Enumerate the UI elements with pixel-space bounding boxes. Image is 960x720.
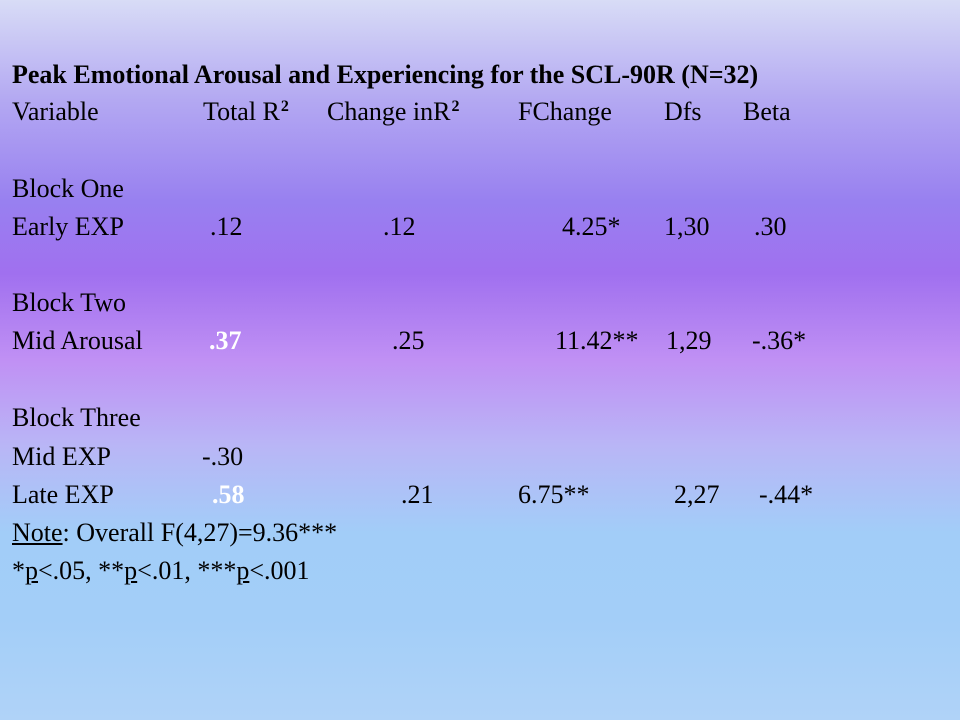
- header-total-r2: Total R2: [203, 97, 289, 131]
- row-early-exp-beta: .30: [754, 212, 787, 241]
- row-late-exp-dfs: 2,27: [674, 480, 720, 509]
- row-early-exp-variable: Early EXP: [12, 212, 124, 241]
- header-dfs: Dfs: [664, 97, 702, 126]
- row-early-exp-dfs: 1,30: [664, 212, 710, 241]
- overall-note: Note: Overall F(4,27)=9.36***: [12, 518, 337, 548]
- note-text: : Overall F(4,27)=9.36***: [62, 518, 338, 547]
- header-beta: Beta: [743, 97, 791, 126]
- header-change-sup: 2: [451, 98, 460, 115]
- header-total-r-sup: 2: [280, 98, 289, 115]
- sig-p-1: p: [25, 556, 38, 585]
- header-variable: Variable: [12, 97, 99, 126]
- row-early-exp-fchange: 4.25*: [562, 212, 621, 241]
- row-mid-arousal-total-r2: .37: [209, 326, 242, 355]
- row-mid-arousal-variable: Mid Arousal: [12, 326, 143, 355]
- note-label: Note: [12, 518, 63, 547]
- row-mid-exp-variable: Mid EXP: [12, 442, 111, 471]
- sig-text-3: <.001: [249, 556, 310, 585]
- significance-legend: *p<.05, **p<.01, ***p<.001: [12, 556, 310, 586]
- row-late-exp-variable: Late EXP: [12, 480, 114, 509]
- row-late-exp-total-r2: .58: [212, 480, 245, 509]
- block-one-label: Block One: [12, 174, 124, 203]
- row-early-exp-change-r2: .12: [383, 212, 416, 241]
- sig-star-1: *: [12, 556, 25, 585]
- header-total-r-text: Total R: [203, 97, 280, 126]
- row-mid-arousal-change-r2: .25: [392, 326, 425, 355]
- header-fchange: FChange: [518, 97, 612, 126]
- row-early-exp-total-r2: .12: [210, 212, 243, 241]
- row-mid-exp-total-r2: -.30: [202, 442, 244, 471]
- sig-text-2: <.01, ***: [137, 556, 237, 585]
- row-mid-arousal-fchange: 11.42**: [555, 326, 639, 355]
- sig-p-2: p: [124, 556, 138, 585]
- row-late-exp-fchange: 6.75**: [518, 480, 590, 509]
- header-change-text: Change inR: [327, 97, 451, 126]
- block-two-label: Block Two: [12, 288, 126, 317]
- row-late-exp-beta: -.44*: [759, 480, 814, 509]
- row-mid-arousal-dfs: 1,29: [666, 326, 712, 355]
- sig-p-3: p: [236, 556, 250, 585]
- header-change-r2: Change inR2: [327, 97, 460, 131]
- row-late-exp-change-r2: .21: [401, 480, 434, 509]
- table-title: Peak Emotional Arousal and Experiencing …: [12, 60, 759, 89]
- block-three-label: Block Three: [12, 403, 141, 432]
- row-mid-arousal-beta: -.36*: [752, 326, 807, 355]
- sig-text-1: <.05, **: [38, 556, 125, 585]
